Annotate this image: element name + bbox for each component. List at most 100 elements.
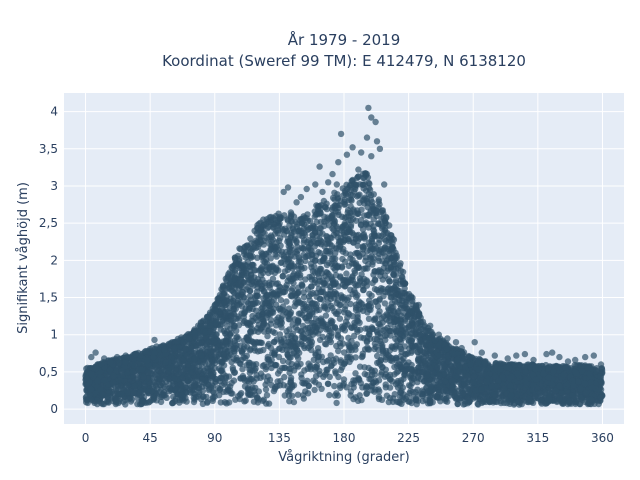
- data-point: [420, 354, 428, 361]
- data-point: [318, 288, 325, 296]
- data-point: [333, 399, 340, 407]
- data-point: [230, 345, 237, 352]
- data-point: [269, 289, 276, 296]
- data-point: [246, 287, 254, 294]
- data-point: [166, 375, 173, 382]
- data-point: [260, 373, 267, 380]
- data-point: [283, 328, 290, 335]
- data-point: [273, 362, 280, 369]
- data-point: [223, 388, 230, 395]
- data-point: [349, 313, 356, 320]
- data-point: [304, 365, 311, 372]
- data-point: [311, 213, 318, 220]
- data-point: [341, 322, 348, 329]
- data-point: [382, 356, 389, 363]
- data-point: [298, 371, 305, 378]
- data-point: [217, 399, 224, 406]
- data-point: [416, 327, 423, 335]
- data-point: [387, 355, 394, 362]
- data-point: [276, 215, 284, 222]
- data-point: [374, 331, 382, 338]
- data-point: [363, 278, 370, 285]
- data-point: [275, 353, 283, 361]
- data-point: [405, 323, 412, 330]
- data-point: [341, 327, 349, 334]
- data-point: [300, 251, 307, 259]
- data-point: [176, 351, 183, 358]
- data-point: [393, 252, 400, 259]
- data-point: [112, 367, 120, 375]
- data-point: [327, 273, 335, 280]
- data-point: [372, 277, 379, 284]
- data-point: [414, 320, 421, 328]
- data-point: [253, 244, 260, 252]
- data-point: [329, 194, 337, 202]
- data-point: [275, 314, 282, 321]
- data-point: [491, 373, 499, 380]
- data-point: [304, 211, 311, 218]
- data-point: [310, 356, 317, 364]
- data-point: [399, 384, 407, 391]
- data-point: [309, 235, 316, 242]
- data-point: [308, 300, 315, 307]
- data-point: [245, 300, 252, 307]
- data-point: [316, 224, 323, 232]
- data-point: [281, 373, 288, 381]
- data-point: [368, 232, 375, 240]
- data-point: [375, 196, 382, 203]
- data-point: [281, 255, 288, 262]
- data-point: [331, 382, 338, 390]
- data-point: [338, 238, 345, 245]
- data-point: [394, 384, 402, 391]
- data-point: [311, 386, 318, 394]
- data-point: [242, 397, 249, 404]
- data-point: [378, 369, 385, 376]
- data-point: [263, 251, 270, 258]
- data-point: [368, 292, 375, 299]
- data-point: [381, 300, 389, 307]
- data-point: [263, 392, 271, 399]
- data-point: [291, 228, 298, 235]
- data-point: [84, 364, 91, 372]
- data-point: [291, 350, 298, 357]
- data-point: [355, 173, 362, 180]
- data-point: [345, 226, 352, 233]
- data-point: [291, 303, 298, 310]
- data-point: [209, 395, 216, 402]
- data-point: [294, 391, 302, 398]
- data-point: [339, 281, 346, 288]
- data-point: [267, 255, 274, 262]
- data-point: [368, 202, 375, 209]
- data-point: [354, 311, 361, 319]
- data-point: [326, 391, 333, 399]
- data-point: [267, 246, 274, 253]
- data-point: [356, 253, 363, 260]
- data-point: [254, 284, 261, 291]
- data-point: [202, 334, 209, 341]
- data-point: [347, 203, 354, 210]
- data-point: [320, 280, 327, 288]
- data-point: [371, 335, 378, 343]
- data-point: [363, 390, 371, 397]
- data-point: [170, 399, 177, 406]
- data-point: [343, 270, 350, 277]
- data-point: [307, 291, 315, 298]
- data-point: [225, 271, 232, 278]
- data-point: [273, 336, 280, 343]
- data-point: [311, 279, 318, 286]
- data-point: [282, 342, 289, 350]
- data-point: [276, 367, 283, 374]
- data-point: [360, 185, 367, 192]
- data-point: [302, 276, 309, 283]
- data-point: [247, 253, 254, 260]
- data-point: [243, 362, 250, 369]
- data-point: [376, 388, 383, 395]
- data-point: [262, 386, 270, 393]
- data-point: [388, 303, 395, 311]
- data-point: [315, 381, 323, 388]
- data-point: [243, 352, 250, 359]
- data-point: [334, 191, 341, 198]
- data-point: [357, 222, 365, 229]
- data-point: [161, 383, 168, 390]
- data-point: [275, 305, 283, 312]
